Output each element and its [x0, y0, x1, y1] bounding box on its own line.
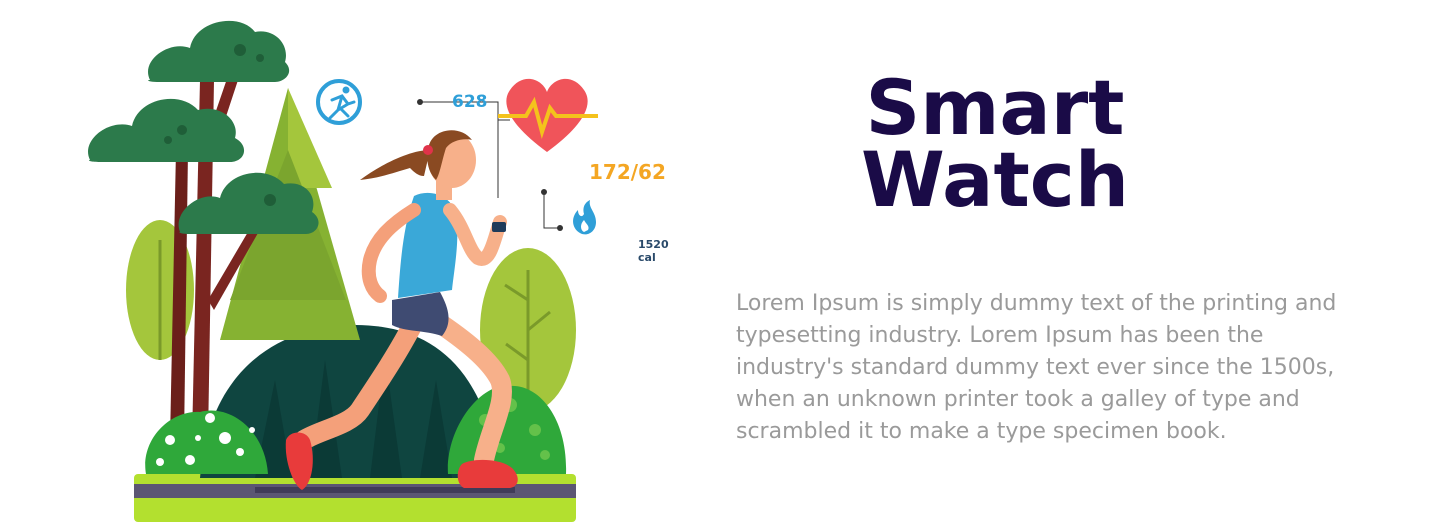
description-text: Lorem Ipsum is simply dummy text of the …: [736, 291, 1337, 444]
running-person-icon: [316, 79, 362, 125]
forest-scene: [88, 20, 598, 522]
flame-icon: [573, 200, 596, 235]
blood-pressure-value: 172/62: [589, 160, 666, 184]
page-title: Smart Watch: [800, 63, 1190, 224]
flower-bush: [145, 410, 268, 474]
heart-pulse-icon: [498, 78, 598, 152]
runner-woman: [285, 130, 518, 490]
runner-illustration: 628 172/62 1520 cal: [80, 0, 669, 530]
smartwatch: [492, 222, 506, 232]
title-line-2: Watch: [861, 135, 1129, 224]
tree-canopy: [88, 20, 319, 234]
title-line-1: Smart: [865, 63, 1125, 152]
stat-connectors: [420, 101, 560, 229]
calories-value: 1520 cal: [638, 238, 669, 264]
steps-count: 628: [452, 92, 488, 112]
